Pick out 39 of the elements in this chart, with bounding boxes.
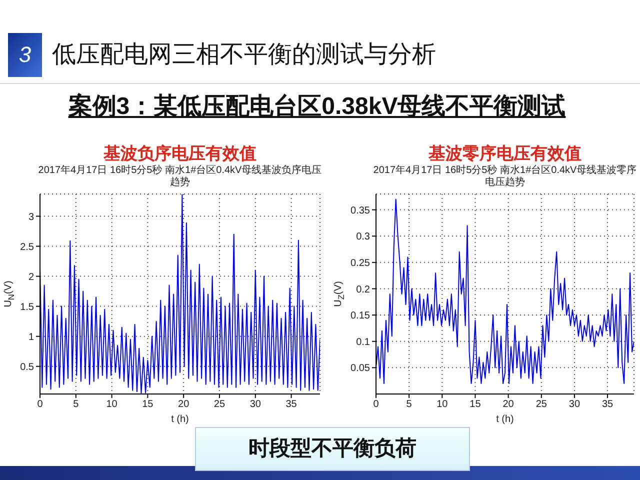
y-tick-label: 0.15 xyxy=(350,310,370,322)
x-tick-label: 0 xyxy=(373,399,380,410)
chart-title: 基波零序电压有效值 xyxy=(428,144,582,164)
x-tick-label: 0 xyxy=(37,399,44,410)
chart-subtitle: 2017年4月17日 16时5分5秒 南水1#台区0.4kV母线基波负序电压趋势 xyxy=(37,165,323,189)
y-tick-label: 0.05 xyxy=(350,363,370,374)
y-tick-label: 1 xyxy=(28,332,34,343)
chart-title: 基波负序电压有效值 xyxy=(102,144,258,164)
text: 案例3：某低压配电台区0.38kV母线不平衡测试 xyxy=(68,92,566,122)
x-tick-label: 10 xyxy=(436,399,448,410)
y-tick-label: 0.1 xyxy=(356,336,370,348)
x-tick-label: 25 xyxy=(536,399,548,410)
x-tick-label: 20 xyxy=(502,399,514,410)
chart-subtitle: 2017年4月17日 16时5分5秒 南水1#台区0.4kV母线基波零序电压趋势 xyxy=(372,165,638,189)
y-tick-label: 0.25 xyxy=(350,258,370,269)
y-tick-label: 0.5 xyxy=(20,362,34,373)
x-tick-label: 35 xyxy=(286,399,298,410)
x-tick-label: 15 xyxy=(142,399,154,410)
x-tick-label: 25 xyxy=(214,399,226,410)
text: 低压配电网三相不平衡的测试与分析 xyxy=(52,40,436,70)
y-tick-label: 0.2 xyxy=(356,284,370,296)
y-tick-label: 2 xyxy=(28,272,34,283)
y-tick-label: 1.5 xyxy=(20,302,34,313)
x-tick-label: 15 xyxy=(470,399,482,410)
x-axis-title: t (h) xyxy=(170,414,190,426)
x-tick-label: 35 xyxy=(602,399,614,410)
y-tick-label: 3 xyxy=(28,212,34,223)
x-tick-label: 10 xyxy=(106,399,118,410)
y-tick-label: 0.3 xyxy=(356,232,370,243)
x-tick-label: 30 xyxy=(568,399,580,410)
number-badge: 3 xyxy=(8,33,42,77)
x-tick-label: 30 xyxy=(250,399,262,410)
x-tick-label: 5 xyxy=(406,399,412,410)
y-tick-label: 2.5 xyxy=(20,242,34,253)
x-axis-title: t (h) xyxy=(495,414,515,426)
y-tick-label: 0.35 xyxy=(350,205,370,216)
line-series xyxy=(376,198,634,384)
x-tick-label: 20 xyxy=(178,399,190,410)
x-tick-label: 5 xyxy=(73,399,80,410)
